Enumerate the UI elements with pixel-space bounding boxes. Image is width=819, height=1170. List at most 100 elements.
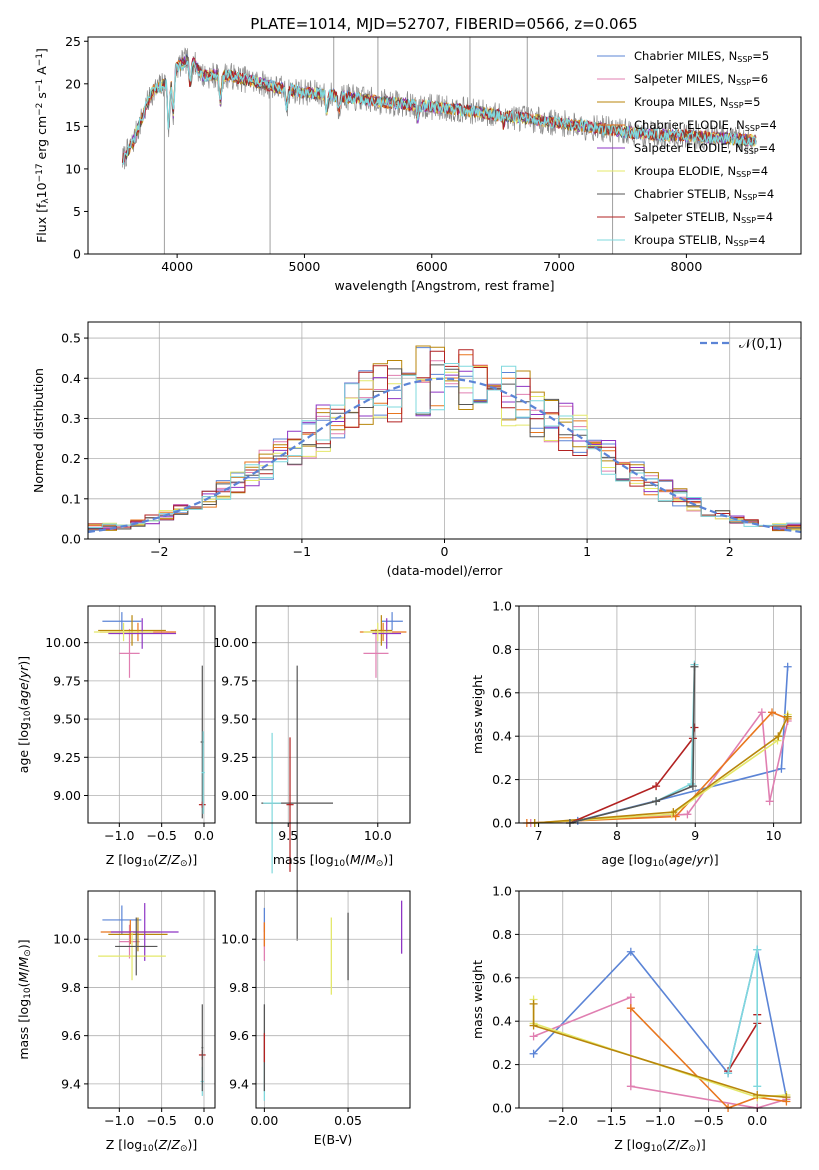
histogram-panel: −2 −1 0 1 2 0.0 0.1 0.2 0.3 0.4 0.5 𝒩(0,1) (data-mod… — [31, 321, 802, 578]
y-tick-label: 9.00 — [221, 788, 249, 803]
y-tick-label: 0.6 — [492, 685, 512, 700]
weight-marker — [724, 1069, 733, 1078]
y-tick-label: 10.0 — [221, 932, 249, 947]
x-tick-label: 0.05 — [334, 1113, 362, 1128]
weight-marker — [626, 947, 635, 956]
y-tick-label: 9.75 — [53, 673, 81, 688]
plot-area — [529, 945, 791, 1112]
y-tick-label: 0.4 — [492, 1014, 512, 1029]
x-tick-label: −2 — [150, 544, 168, 559]
x-tick-label: 0.0 — [194, 828, 214, 843]
y-tick-label: 9.75 — [221, 673, 249, 688]
weight-series-line — [526, 711, 789, 824]
data-point — [121, 620, 123, 623]
weight-marker — [783, 662, 792, 671]
data-point — [202, 771, 204, 774]
plot-area — [522, 660, 792, 827]
y-tick-label: 9.50 — [221, 712, 249, 727]
axes-frame — [87, 605, 216, 824]
x-tick-label: 9.5 — [278, 828, 298, 843]
weight-series-line — [727, 949, 758, 1087]
age-vs-mass-panel: 9.5 10.0 9.00 9.25 9.50 9.75 10.00 mass [log10(… — [213, 605, 411, 941]
data-point — [128, 652, 131, 655]
y-tick-label: 15 — [65, 119, 81, 134]
y-tick-label: 1.0 — [492, 884, 512, 899]
y-tick-label: 0.2 — [61, 451, 81, 466]
x-tick-label: 7000 — [543, 259, 575, 274]
plot-area — [93, 612, 206, 819]
mass-vs-extinction-panel: 0.00 0.05 9.4 9.6 9.8 10.0 E(B-V) — [221, 890, 411, 1147]
x-tick-label: 10.0 — [364, 828, 392, 843]
histogram-series — [88, 363, 801, 528]
data-point — [201, 1046, 204, 1049]
x-axis-label: (data-model)/error — [387, 563, 504, 578]
x-tick-label: −0.5 — [693, 1113, 723, 1128]
x-axis-label: wavelength [Angstrom, rest frame] — [334, 278, 554, 293]
y-tick-label: 1.0 — [492, 599, 512, 614]
spectrum-panel: 4000 5000 6000 7000 8000 0 5 10 15 20 25 Chabrier M… — [34, 34, 802, 293]
legend-entry: Chabrier MILES, NSSP=5 — [634, 49, 769, 64]
weight-marker — [626, 1082, 635, 1091]
x-axis-label: Z [log10(Z/Z⊙)] — [614, 1137, 706, 1154]
y-tick-label: 0.2 — [492, 772, 512, 787]
y-tick-label: 0.4 — [61, 371, 81, 386]
weight-marker — [652, 797, 661, 806]
model-spectrum-line — [122, 60, 757, 165]
data-point — [141, 632, 143, 635]
weight-marker — [626, 993, 635, 1002]
weight-marker — [690, 662, 699, 671]
x-tick-label: 0.0 — [194, 1113, 214, 1128]
x-tick-label: 4000 — [161, 259, 193, 274]
x-tick-label: 8000 — [671, 259, 703, 274]
y-tick-label: 9.00 — [53, 788, 81, 803]
y-tick-label: 9.25 — [221, 750, 249, 765]
weight-series-line — [534, 714, 789, 824]
y-tick-label: 0.0 — [61, 532, 81, 547]
data-point — [375, 652, 377, 655]
y-tick-label: 9.50 — [53, 712, 81, 727]
data-point — [143, 931, 146, 933]
weight-vs-age-panel: 7 8 9 10 0.0 0.2 0.4 0.6 0.8 1.0 age [log10(age/yr… — [470, 599, 802, 869]
data-point — [380, 629, 383, 632]
data-point — [289, 803, 291, 806]
data-point — [385, 632, 388, 635]
x-tick-label: 1 — [583, 544, 591, 559]
x-tick-label: −1.5 — [596, 1113, 626, 1128]
weight-marker — [757, 708, 766, 717]
x-tick-label: 8 — [613, 828, 621, 843]
weight-series-line — [727, 1014, 758, 1072]
x-tick-label: 9 — [691, 828, 699, 843]
y-tick-label: 0.0 — [492, 1101, 512, 1116]
x-tick-label: −0.5 — [146, 1113, 176, 1128]
data-point — [131, 955, 133, 957]
x-tick-label: 0 — [441, 544, 449, 559]
weight-marker — [774, 732, 783, 741]
data-point — [135, 945, 138, 948]
weight-marker — [773, 736, 782, 745]
y-tick-label: 10 — [65, 161, 81, 176]
weight-series-line — [577, 666, 789, 822]
x-axis-label: mass [log10(M/M⊙)] — [273, 852, 393, 869]
x-axis-label: E(B-V) — [314, 1132, 353, 1147]
weight-marker — [683, 810, 692, 819]
y-tick-label: 0.2 — [492, 1057, 512, 1072]
y-tick-label: 9.4 — [61, 1076, 81, 1091]
weight-series-line — [569, 666, 696, 824]
weight-marker — [652, 782, 661, 791]
x-tick-label: 10 — [766, 828, 782, 843]
data-point — [391, 620, 393, 623]
legend-entry: Chabrier STELIB, NSSP=4 — [634, 187, 774, 202]
x-tick-label: −1.0 — [645, 1113, 675, 1128]
y-tick-label: 0.8 — [492, 927, 512, 942]
weight-marker — [529, 1021, 538, 1030]
x-tick-label: 5000 — [289, 259, 321, 274]
y-tick-label: 20 — [65, 76, 81, 91]
y-tick-label: 10.00 — [45, 635, 81, 650]
weight-marker — [529, 1032, 538, 1041]
data-point — [121, 919, 123, 921]
x-tick-label: 7 — [535, 828, 543, 843]
axes-frame — [518, 605, 802, 824]
weight-marker — [783, 712, 792, 721]
legend-entry: Kroupa MILES, NSSP=5 — [634, 95, 760, 110]
